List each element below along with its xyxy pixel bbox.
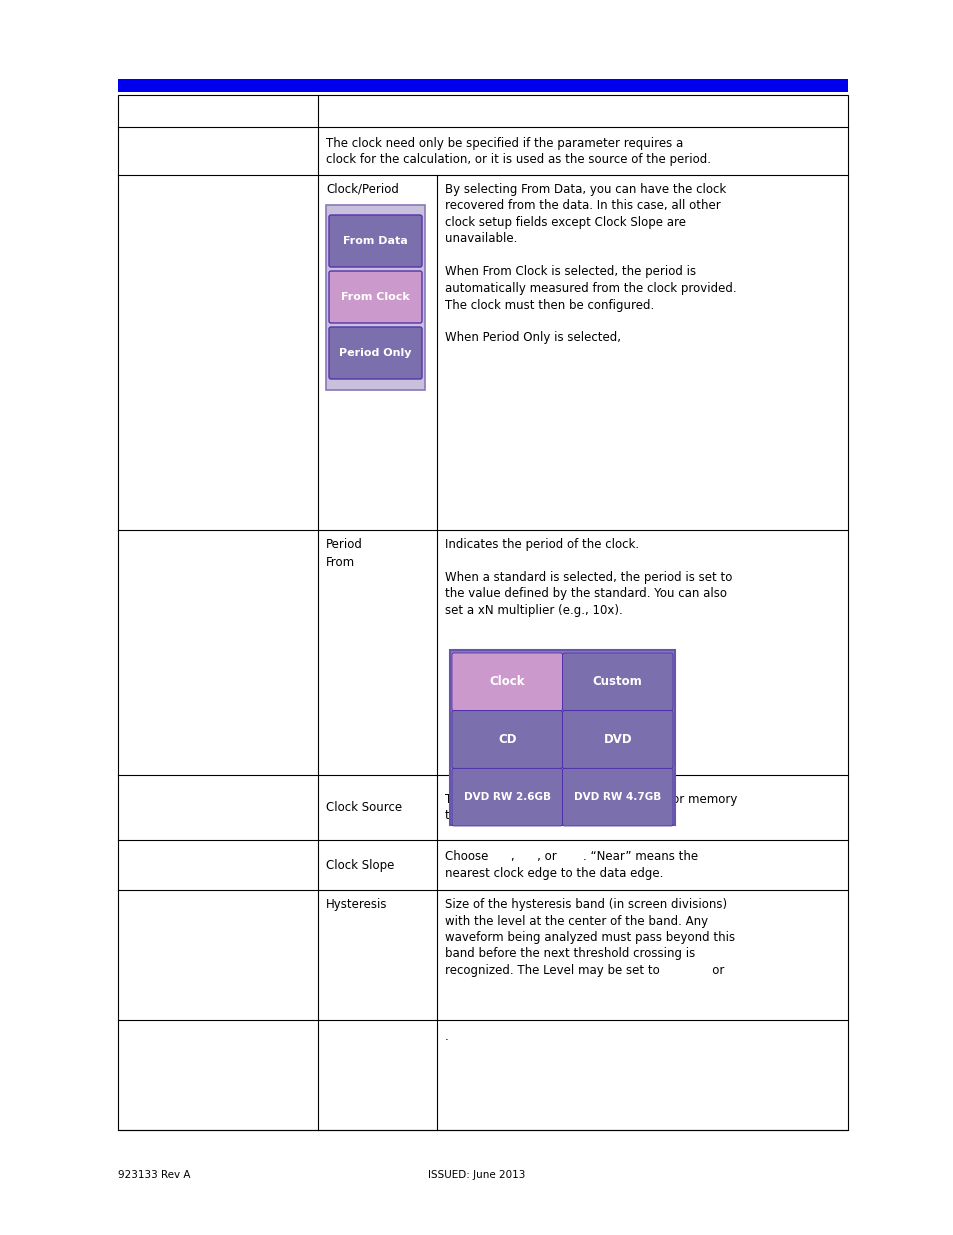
Text: Indicates the period of the clock.

When a standard is selected, the period is s: Indicates the period of the clock. When … xyxy=(444,538,732,618)
FancyBboxPatch shape xyxy=(329,215,421,267)
Text: By selecting From Data, you can have the clock
recovered from the data. In this : By selecting From Data, you can have the… xyxy=(444,183,736,345)
Bar xyxy=(326,205,424,390)
FancyBboxPatch shape xyxy=(329,327,421,379)
Text: ISSUED: June 2013: ISSUED: June 2013 xyxy=(428,1170,525,1179)
Text: Clock Slope: Clock Slope xyxy=(326,858,394,872)
Text: Clock: Clock xyxy=(489,676,524,688)
Text: DVD: DVD xyxy=(603,734,632,746)
FancyBboxPatch shape xyxy=(452,653,562,710)
Text: Custom: Custom xyxy=(592,676,642,688)
Text: .: . xyxy=(444,1030,448,1044)
Text: DVD RW 2.6GB: DVD RW 2.6GB xyxy=(463,792,550,803)
Text: Clock Source: Clock Source xyxy=(326,802,402,814)
FancyBboxPatch shape xyxy=(562,710,672,768)
Text: Period
From: Period From xyxy=(326,538,362,569)
FancyBboxPatch shape xyxy=(562,768,672,826)
Text: Period Only: Period Only xyxy=(339,348,412,358)
Text: Choose      ,      , or       . “Near” means the
nearest clock edge to the data : Choose , , or . “Near” means the nearest… xyxy=(444,850,698,879)
Text: This can be a channel, math function, or memory
trace.: This can be a channel, math function, or… xyxy=(444,793,737,823)
Text: From Data: From Data xyxy=(343,236,408,246)
Bar xyxy=(118,79,847,91)
Text: DVD RW 4.7GB: DVD RW 4.7GB xyxy=(574,792,660,803)
Bar xyxy=(118,95,847,1130)
Text: Size of the hysteresis band (in screen divisions)
with the level at the center o: Size of the hysteresis band (in screen d… xyxy=(444,898,735,977)
FancyBboxPatch shape xyxy=(452,710,562,768)
FancyBboxPatch shape xyxy=(452,768,562,826)
Text: Clock/Period: Clock/Period xyxy=(326,183,398,196)
Text: From Clock: From Clock xyxy=(341,291,410,303)
Bar xyxy=(450,650,675,825)
FancyBboxPatch shape xyxy=(329,270,421,324)
Text: 923133 Rev A: 923133 Rev A xyxy=(118,1170,191,1179)
Text: Hysteresis: Hysteresis xyxy=(326,898,387,911)
Text: The clock need only be specified if the parameter requires a
clock for the calcu: The clock need only be specified if the … xyxy=(326,137,710,165)
Text: CD: CD xyxy=(497,734,516,746)
FancyBboxPatch shape xyxy=(562,653,672,710)
